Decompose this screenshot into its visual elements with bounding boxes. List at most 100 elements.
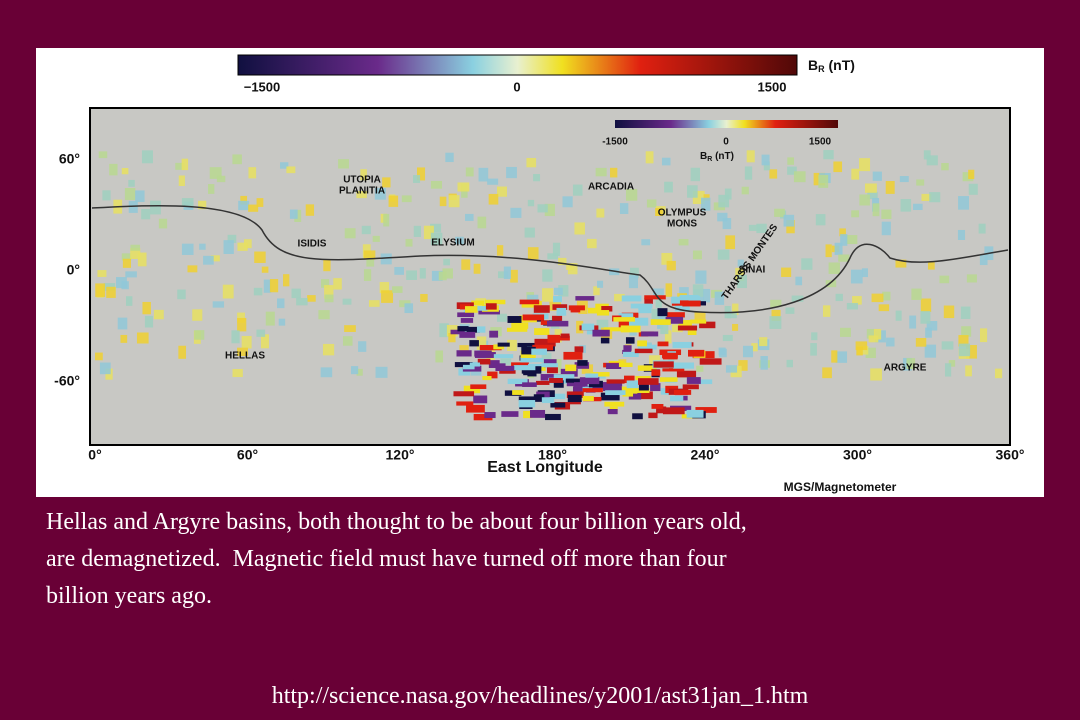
region-label: UTOPIA [343, 175, 381, 186]
field-patch [672, 341, 692, 348]
field-patch [106, 286, 116, 298]
field-patch [823, 150, 834, 160]
field-patch [572, 386, 591, 392]
field-patch [547, 334, 561, 343]
field-patch [600, 337, 610, 344]
field-patch [530, 409, 546, 418]
field-patch [822, 367, 832, 379]
field-patch [280, 162, 289, 169]
field-patch [635, 391, 653, 400]
field-patch [517, 342, 537, 348]
field-patch [620, 386, 638, 394]
field-patch [913, 203, 923, 211]
field-patch [695, 407, 717, 413]
field-patch [368, 300, 380, 307]
field-patch [577, 360, 588, 366]
field-patch [479, 344, 502, 351]
field-patch [560, 368, 578, 377]
field-patch [676, 370, 697, 378]
field-patch [175, 162, 185, 170]
field-patch [338, 159, 349, 169]
field-patch [692, 284, 704, 297]
field-patch [237, 312, 246, 323]
inset-colorbar-unit: BR (nT) [700, 151, 734, 163]
field-patch [283, 274, 290, 287]
field-patch [635, 376, 651, 381]
field-patch [394, 266, 404, 275]
field-patch [493, 354, 514, 359]
field-patch [741, 186, 749, 195]
field-patch [476, 336, 487, 351]
field-patch [158, 218, 168, 229]
field-patch [690, 167, 701, 182]
field-patch [692, 190, 705, 204]
field-patch [815, 214, 826, 226]
field-patch [442, 268, 453, 279]
field-patch [324, 294, 334, 303]
figure: −1500 0 1500 BR (nT) -1500 0 1500 BR (nT… [36, 48, 1044, 497]
field-patch [925, 327, 932, 338]
field-patch [477, 358, 491, 365]
field-patch [466, 404, 485, 413]
field-patch [383, 213, 390, 227]
field-patch [570, 306, 581, 313]
field-patch [574, 222, 585, 235]
field-patch [870, 368, 882, 381]
field-patch [682, 384, 699, 390]
field-patch [595, 167, 607, 177]
field-patch [958, 335, 969, 347]
field-patch [591, 372, 610, 377]
unit-rest: (nT) [712, 151, 734, 162]
field-patch [321, 279, 330, 288]
field-patch [141, 150, 153, 164]
field-patch [846, 302, 859, 310]
field-patch [456, 401, 474, 406]
field-patch [525, 357, 544, 363]
field-patch [416, 167, 426, 181]
field-patch [774, 208, 785, 217]
field-patch [499, 369, 516, 374]
colorbar [237, 54, 798, 76]
field-patch [671, 300, 689, 306]
field-patch [596, 310, 610, 316]
lon-label: 0° [88, 447, 101, 463]
field-patch [732, 303, 739, 316]
field-patch [527, 294, 539, 304]
field-patch [305, 204, 315, 216]
field-patch [243, 239, 252, 249]
field-patch [121, 281, 129, 290]
field-patch [699, 358, 722, 365]
field-patch [566, 391, 584, 398]
field-patch [882, 291, 891, 301]
field-patch [518, 400, 536, 408]
field-patch [562, 196, 573, 208]
field-patch [533, 174, 541, 182]
field-patch [622, 351, 639, 357]
field-patch [552, 304, 568, 310]
field-patch [522, 314, 545, 321]
field-patch [867, 191, 878, 200]
field-patch [135, 190, 145, 203]
field-patch [543, 359, 557, 368]
field-patch [744, 166, 753, 180]
field-patch [597, 280, 604, 288]
field-patch [456, 350, 472, 357]
field-patch [462, 364, 475, 370]
field-patch [459, 345, 469, 354]
field-patch [572, 184, 583, 196]
field-patch [363, 269, 372, 281]
field-patch [457, 312, 475, 318]
field-patch [430, 232, 443, 246]
field-patch [533, 394, 545, 402]
field-patch [966, 274, 977, 283]
field-patch [547, 253, 559, 260]
field-patch [871, 293, 884, 303]
field-patch [97, 270, 107, 277]
field-patch [748, 224, 760, 231]
unit: B [808, 57, 818, 73]
field-patch [725, 235, 736, 250]
field-patch [544, 203, 555, 217]
field-patch [810, 343, 817, 356]
caption-line: billion years ago. [46, 583, 212, 609]
field-patch [717, 212, 728, 222]
